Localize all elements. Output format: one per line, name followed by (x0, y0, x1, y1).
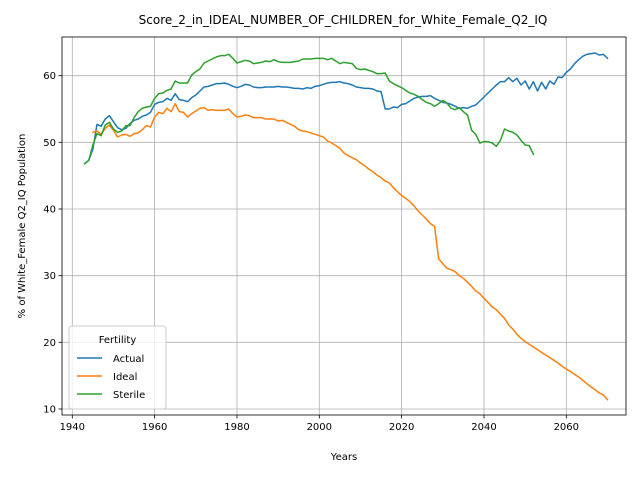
x-tick-label: 2040 (471, 422, 496, 433)
x-tick-label: 1980 (224, 422, 249, 433)
y-axis-label: % of White_Female Q2_IQ Population (17, 134, 28, 319)
y-tick-label: 10 (43, 405, 56, 416)
legend-label-ideal: Ideal (113, 372, 137, 383)
x-tick-label: 1960 (142, 422, 167, 433)
y-tick-label: 60 (43, 71, 56, 82)
legend-label-actual: Actual (113, 354, 144, 365)
legend: Fertility Actual Ideal Sterile (69, 326, 166, 409)
x-tick-label: 1940 (60, 422, 85, 433)
x-tick-label: 2020 (389, 422, 414, 433)
y-tick-label: 20 (43, 338, 56, 349)
chart-title: Score_2_in_IDEAL_NUMBER_OF_CHILDREN_for_… (139, 13, 548, 27)
legend-label-sterile: Sterile (113, 390, 145, 401)
y-tick-label: 40 (43, 205, 56, 216)
x-axis-label: Years (330, 452, 357, 463)
x-tick-label: 2060 (554, 422, 579, 433)
legend-title: Fertility (99, 335, 137, 346)
x-tick-label: 2000 (307, 422, 332, 433)
y-tick-label: 30 (43, 271, 56, 282)
y-tick-label: 50 (43, 138, 56, 149)
